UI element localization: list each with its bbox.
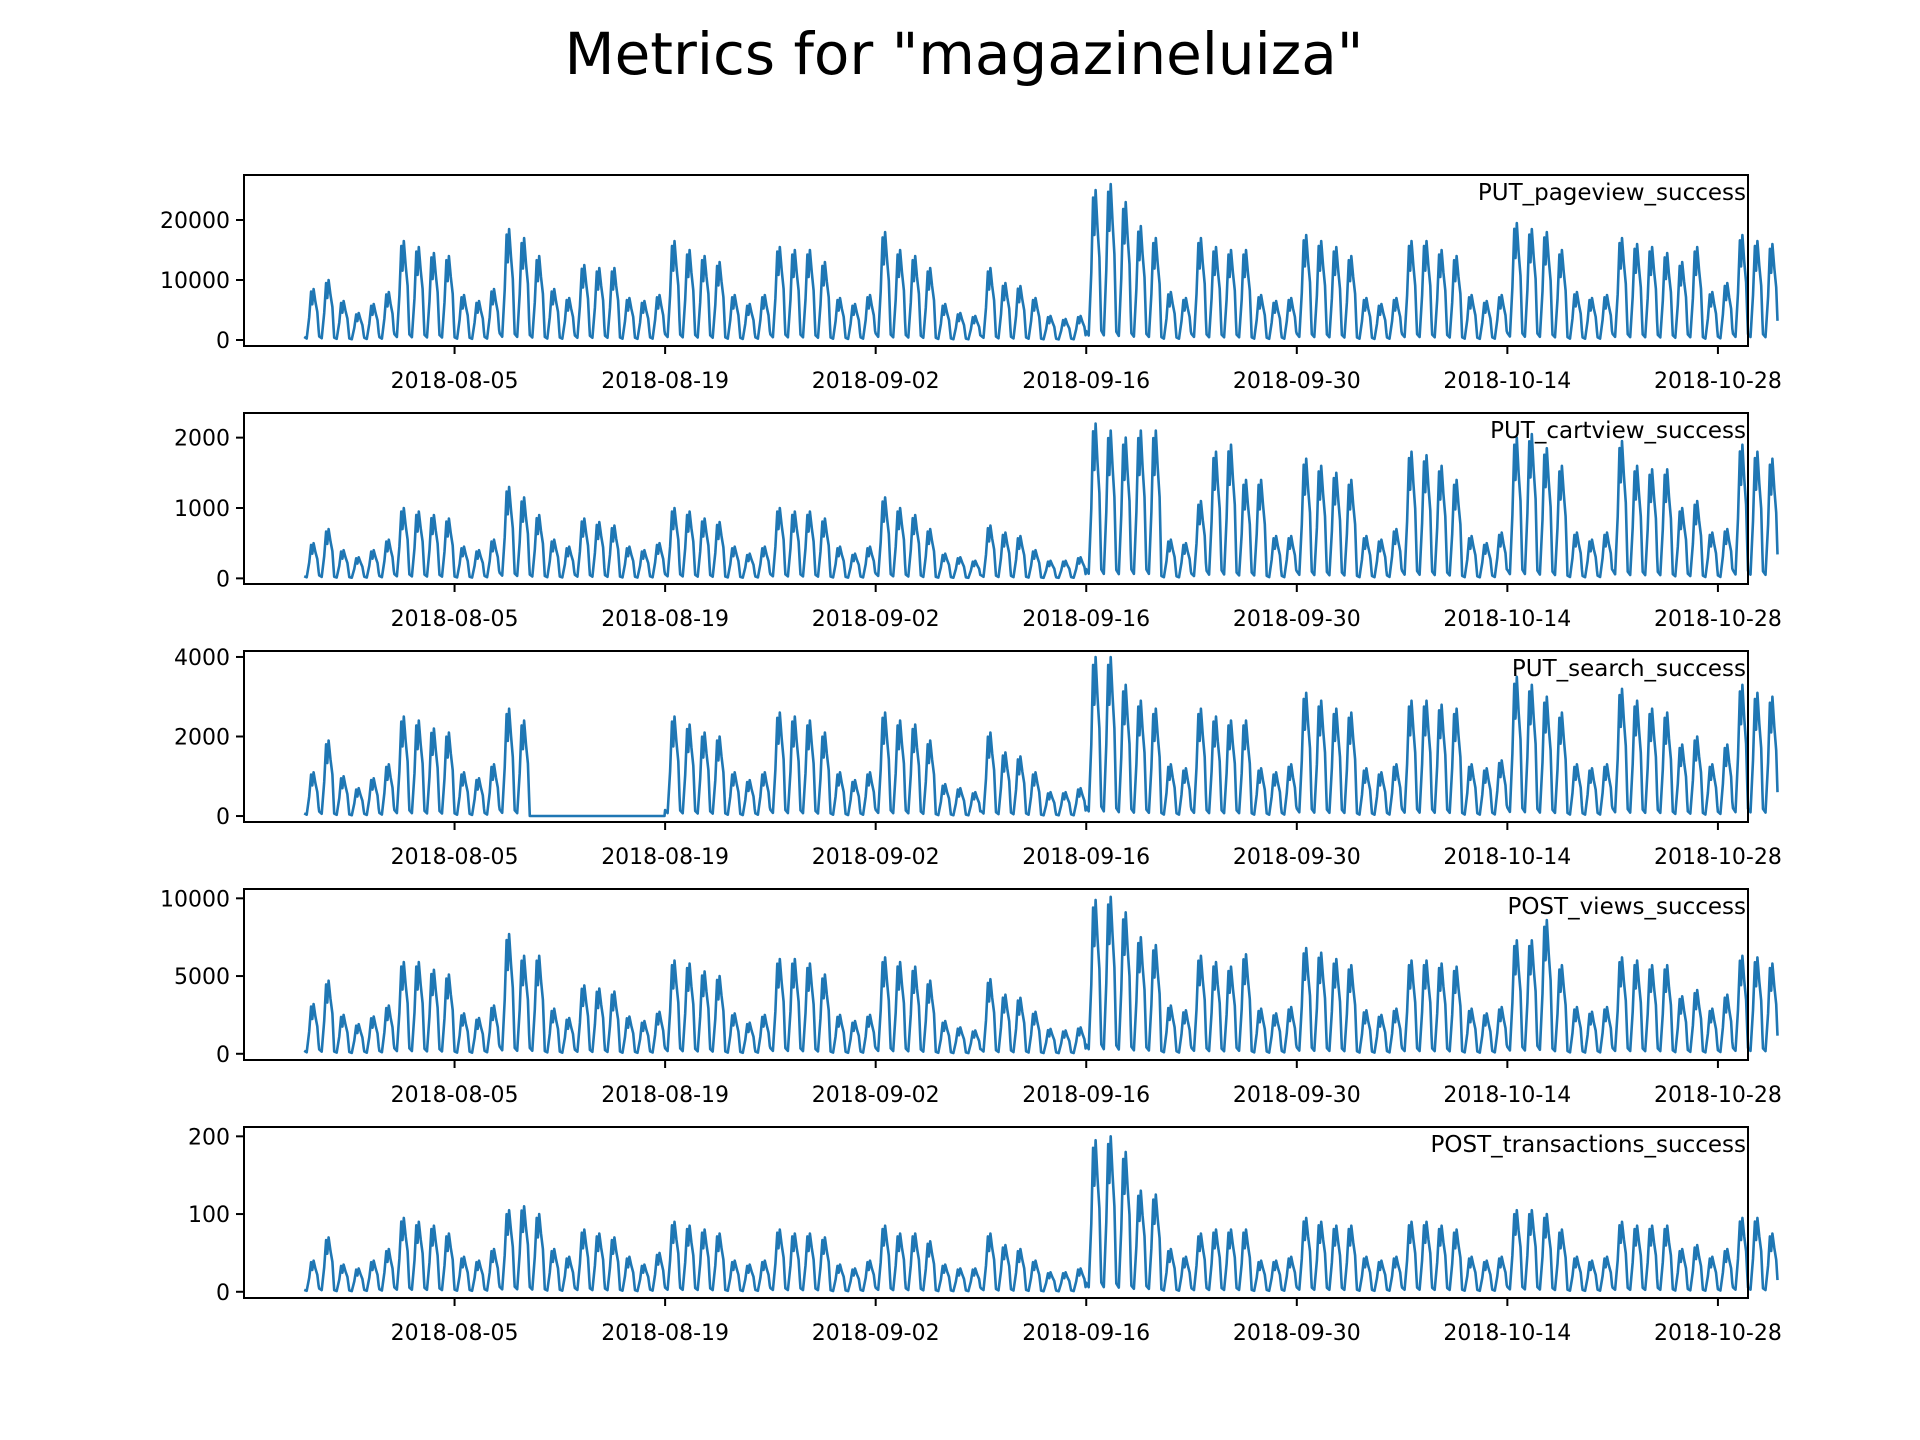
y-tick-label: 0 bbox=[216, 567, 230, 592]
x-tick-label: 2018-09-30 bbox=[1233, 1321, 1361, 1346]
series-line-PUT_pageview_success bbox=[303, 182, 1779, 341]
figure-title: Metrics for "magazineluiza" bbox=[565, 20, 1364, 88]
y-tick-label: 5000 bbox=[174, 965, 230, 990]
y-tick-label: 0 bbox=[216, 1043, 230, 1068]
x-tick-label: 2018-10-28 bbox=[1654, 845, 1782, 870]
x-tick-label: 2018-08-05 bbox=[391, 369, 519, 394]
series-line-PUT_cartview_success bbox=[303, 422, 1779, 580]
x-tick-label: 2018-08-19 bbox=[601, 607, 729, 632]
series-label: PUT_pageview_success bbox=[1478, 180, 1746, 206]
axes-frame bbox=[243, 174, 1749, 347]
series-label: POST_views_success bbox=[1507, 894, 1746, 920]
y-tick-label: 2000 bbox=[174, 726, 230, 751]
panel-PUT_cartview_success: 0 1000 2000 2018-08-05 2018-08-19 2018-09-02 2… bbox=[174, 412, 1782, 632]
x-tick-label: 2018-08-19 bbox=[601, 369, 729, 394]
x-tick-label: 2018-10-28 bbox=[1654, 607, 1782, 632]
x-tick-label: 2018-09-30 bbox=[1233, 369, 1361, 394]
y-tick-label: 0 bbox=[216, 805, 230, 830]
axes-frame bbox=[243, 1126, 1749, 1299]
y-tick-label: 2000 bbox=[174, 427, 230, 452]
panel-POST_views_success: 0 5000 10000 2018-08-05 2018-08-19 2018-09-02… bbox=[160, 887, 1782, 1108]
x-tick-label: 2018-09-02 bbox=[812, 1321, 940, 1346]
panel-PUT_search_success: 0 2000 4000 2018-08-05 2018-08-19 2018-09-02 2… bbox=[174, 646, 1782, 870]
x-tick-label: 2018-09-16 bbox=[1022, 1083, 1150, 1108]
y-tick-label: 10000 bbox=[160, 887, 230, 912]
x-tick-label: 2018-08-05 bbox=[391, 1083, 519, 1108]
x-tick-label: 2018-10-14 bbox=[1443, 1321, 1571, 1346]
x-tick-label: 2018-08-19 bbox=[601, 1321, 729, 1346]
x-tick-label: 2018-10-28 bbox=[1654, 1321, 1782, 1346]
x-tick-label: 2018-08-05 bbox=[391, 845, 519, 870]
x-tick-label: 2018-09-16 bbox=[1022, 607, 1150, 632]
y-tick-label: 1000 bbox=[174, 497, 230, 522]
x-tick-label: 2018-09-30 bbox=[1233, 845, 1361, 870]
x-tick-label: 2018-08-19 bbox=[601, 1083, 729, 1108]
y-tick-label: 0 bbox=[216, 1281, 230, 1306]
x-tick-label: 2018-09-02 bbox=[812, 845, 940, 870]
x-tick-label: 2018-09-30 bbox=[1233, 607, 1361, 632]
series-line-POST_views_success bbox=[303, 895, 1779, 1055]
series-label: PUT_search_success bbox=[1512, 656, 1746, 682]
y-tick-label: 20000 bbox=[160, 209, 230, 234]
x-tick-label: 2018-10-14 bbox=[1443, 1083, 1571, 1108]
x-tick-label: 2018-08-05 bbox=[391, 607, 519, 632]
x-tick-label: 2018-10-28 bbox=[1654, 369, 1782, 394]
x-tick-label: 2018-10-14 bbox=[1443, 845, 1571, 870]
series-label: PUT_cartview_success bbox=[1490, 418, 1746, 444]
panel-POST_transactions_success: 0 100 200 2018-08-05 2018-08-19 2018-09-02 201… bbox=[188, 1125, 1782, 1346]
x-tick-label: 2018-09-16 bbox=[1022, 369, 1150, 394]
x-tick-label: 2018-09-16 bbox=[1022, 845, 1150, 870]
x-tick-label: 2018-08-19 bbox=[601, 845, 729, 870]
x-tick-label: 2018-10-14 bbox=[1443, 369, 1571, 394]
series-line-POST_transactions_success bbox=[303, 1135, 1779, 1293]
x-tick-label: 2018-09-02 bbox=[812, 369, 940, 394]
axes-frame bbox=[243, 888, 1749, 1061]
y-tick-label: 100 bbox=[188, 1203, 230, 1228]
x-tick-label: 2018-09-02 bbox=[812, 607, 940, 632]
series-label: POST_transactions_success bbox=[1431, 1132, 1747, 1158]
x-tick-label: 2018-09-30 bbox=[1233, 1083, 1361, 1108]
y-tick-label: 10000 bbox=[160, 269, 230, 294]
y-tick-label: 4000 bbox=[174, 646, 230, 671]
x-tick-label: 2018-10-28 bbox=[1654, 1083, 1782, 1108]
y-tick-label: 200 bbox=[188, 1125, 230, 1150]
axes-frame bbox=[243, 412, 1749, 585]
panel-PUT_pageview_success: 0 10000 20000 2018-08-05 2018-08-19 2018-09-0… bbox=[160, 174, 1782, 394]
y-tick-label: 0 bbox=[216, 329, 230, 354]
x-tick-label: 2018-10-14 bbox=[1443, 607, 1571, 632]
x-tick-label: 2018-08-05 bbox=[391, 1321, 519, 1346]
x-tick-label: 2018-09-16 bbox=[1022, 1321, 1150, 1346]
x-tick-label: 2018-09-02 bbox=[812, 1083, 940, 1108]
series-line-PUT_search_success bbox=[303, 655, 1779, 818]
